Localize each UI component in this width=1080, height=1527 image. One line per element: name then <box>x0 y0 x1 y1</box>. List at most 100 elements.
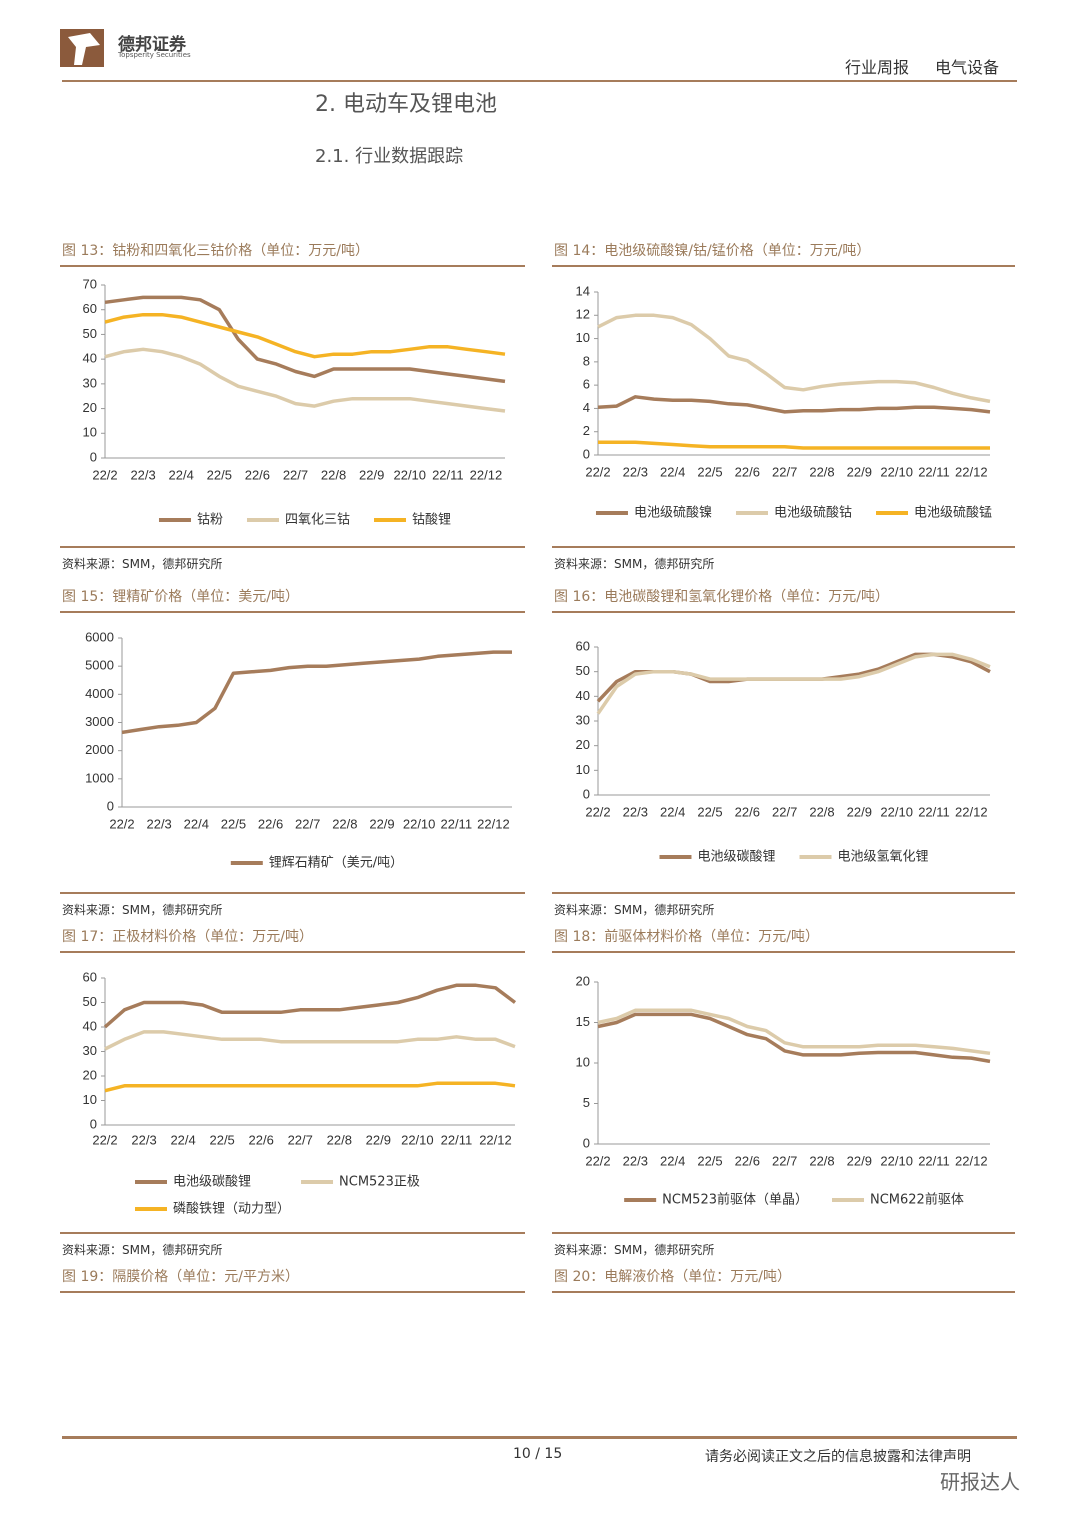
y-tick-label: 50 <box>83 994 97 1009</box>
caption-rule <box>552 265 1015 267</box>
line-series <box>104 295 506 384</box>
figure-source: 资料来源：SMM，德邦研究所 <box>62 903 223 917</box>
chart-bottom-rule <box>60 546 525 548</box>
x-tick-label: 22/9 <box>369 816 394 831</box>
chart-bottom-rule <box>552 1232 1015 1234</box>
x-tick-label: 22/12 <box>955 804 988 819</box>
y-tick-label: 3000 <box>85 714 114 729</box>
x-tick-label: 22/11 <box>441 1132 473 1147</box>
line-series <box>597 1012 991 1064</box>
legend-label: 电池级氢氧化锂 <box>838 850 929 865</box>
chart: 0 5 10 15 20 22/2 22/3 22/4 22/5 22/6 22/7 22/8 22/9… <box>576 973 991 1208</box>
page-number: 10 / 15 <box>513 1446 563 1462</box>
x-tick-label: 22/11 <box>440 816 472 831</box>
caption-rule <box>552 1291 1015 1293</box>
y-tick-label: 12 <box>576 307 590 322</box>
y-tick-label: 5000 <box>85 658 114 673</box>
x-tick-label: 22/11 <box>918 464 950 479</box>
y-tick-label: 15 <box>576 1014 590 1029</box>
x-tick-label: 22/5 <box>697 464 722 479</box>
chart-bottom-rule <box>552 892 1015 894</box>
x-tick-label: 22/9 <box>847 464 872 479</box>
legend-label: 磷酸铁锂（动力型） <box>173 1202 290 1217</box>
y-tick-label: 0 <box>90 1116 97 1131</box>
caption-rule <box>60 265 525 267</box>
figure-source: 资料来源：SMM，德邦研究所 <box>62 557 223 571</box>
chart-bottom-rule <box>60 1232 525 1234</box>
x-tick-label: 22/5 <box>697 804 722 819</box>
y-tick-label: 60 <box>83 969 97 984</box>
x-tick-label: 22/4 <box>660 1153 685 1168</box>
x-tick-label: 22/5 <box>221 816 246 831</box>
y-tick-label: 0 <box>107 798 114 813</box>
figure-caption: 图 13：钴粉和四氧化三钴价格（单位：万元/吨） <box>62 243 369 259</box>
legend-label: 锂辉石精矿（美元/吨） <box>269 856 403 871</box>
y-tick-label: 10 <box>576 330 590 345</box>
x-tick-label: 22/6 <box>735 464 760 479</box>
y-tick-label: 50 <box>83 326 97 341</box>
legend-label: NCM622前驱体 <box>870 1192 964 1208</box>
logo-en: Topsperity Securities <box>118 51 191 59</box>
x-tick-label: 22/7 <box>283 467 308 482</box>
x-tick-label: 22/6 <box>249 1132 274 1147</box>
x-tick-label: 22/7 <box>288 1132 313 1147</box>
y-tick-label: 0 <box>90 449 97 464</box>
x-tick-label: 22/12 <box>479 1132 512 1147</box>
figure-source: 资料来源：SMM，德邦研究所 <box>554 1243 715 1257</box>
line-series <box>104 1081 516 1093</box>
y-tick-label: 30 <box>576 712 590 727</box>
x-tick-label: 22/4 <box>169 467 194 482</box>
x-tick-label: 22/8 <box>332 816 357 831</box>
line-series <box>596 652 991 715</box>
y-tick-label: 1000 <box>85 770 114 785</box>
x-tick-label: 22/3 <box>623 1153 648 1168</box>
figure-caption: 图 19：隔膜价格（单位：元/平方米） <box>62 1269 299 1285</box>
x-tick-label: 22/12 <box>477 816 510 831</box>
logo-icon <box>60 29 104 67</box>
x-tick-label: 22/6 <box>258 816 283 831</box>
caption-rule <box>60 611 525 613</box>
x-tick-label: 22/6 <box>735 804 760 819</box>
section-heading: 2. 电动车及锂电池 <box>315 92 497 117</box>
x-tick-label: 22/11 <box>918 1153 950 1168</box>
y-tick-label: 60 <box>83 301 97 316</box>
legend-label: 钴粉 <box>197 513 223 528</box>
y-tick-label: 40 <box>83 1018 97 1033</box>
legend-label: NCM523前驱体（单晶） <box>662 1192 808 1208</box>
y-tick-label: 20 <box>576 973 590 988</box>
x-tick-label: 22/5 <box>209 1132 234 1147</box>
x-tick-label: 22/6 <box>245 467 270 482</box>
x-tick-label: 22/2 <box>109 816 134 831</box>
line-series <box>104 347 506 413</box>
chart-bottom-rule <box>60 892 525 894</box>
x-tick-label: 22/8 <box>321 467 346 482</box>
legend-label: 电池级碳酸锂 <box>173 1175 251 1190</box>
y-tick-label: 6 <box>583 377 590 392</box>
x-tick-label: 22/10 <box>401 1132 434 1147</box>
y-tick-label: 4000 <box>85 686 114 701</box>
line-series <box>597 1008 991 1056</box>
y-tick-label: 8 <box>583 353 590 368</box>
y-tick-label: 10 <box>576 1054 590 1069</box>
line-series <box>104 312 506 359</box>
y-tick-label: 20 <box>83 400 97 415</box>
figure-caption: 图 14：电池级硫酸镍/钴/锰价格（单位：万元/吨） <box>554 243 871 259</box>
x-tick-label: 22/6 <box>735 1153 760 1168</box>
y-tick-label: 14 <box>576 283 590 298</box>
x-tick-label: 22/8 <box>327 1132 352 1147</box>
x-tick-label: 22/11 <box>432 467 464 482</box>
figure-source: 资料来源：SMM，德邦研究所 <box>554 903 715 917</box>
disclaimer: 请务必阅读正文之后的信息披露和法律声明 <box>705 1449 971 1465</box>
x-tick-label: 22/4 <box>660 804 685 819</box>
report-type: 行业周报 <box>845 58 910 77</box>
chart: 0 10 20 30 40 50 60 22/2 22/3 22/4 22/5 22/6 22/7 22/… <box>576 638 991 865</box>
x-tick-label: 22/4 <box>660 464 685 479</box>
subsection-heading: 2.1. 行业数据跟踪 <box>315 146 464 167</box>
y-tick-label: 50 <box>576 663 590 678</box>
figure-caption: 图 15：锂精矿价格（单位：美元/吨） <box>62 589 299 605</box>
x-tick-label: 22/7 <box>772 1153 797 1168</box>
y-tick-label: 4 <box>583 400 590 415</box>
y-tick-label: 30 <box>83 1043 97 1058</box>
x-tick-label: 22/5 <box>697 1153 722 1168</box>
legend-label: 电池级硫酸镍 <box>634 506 712 521</box>
